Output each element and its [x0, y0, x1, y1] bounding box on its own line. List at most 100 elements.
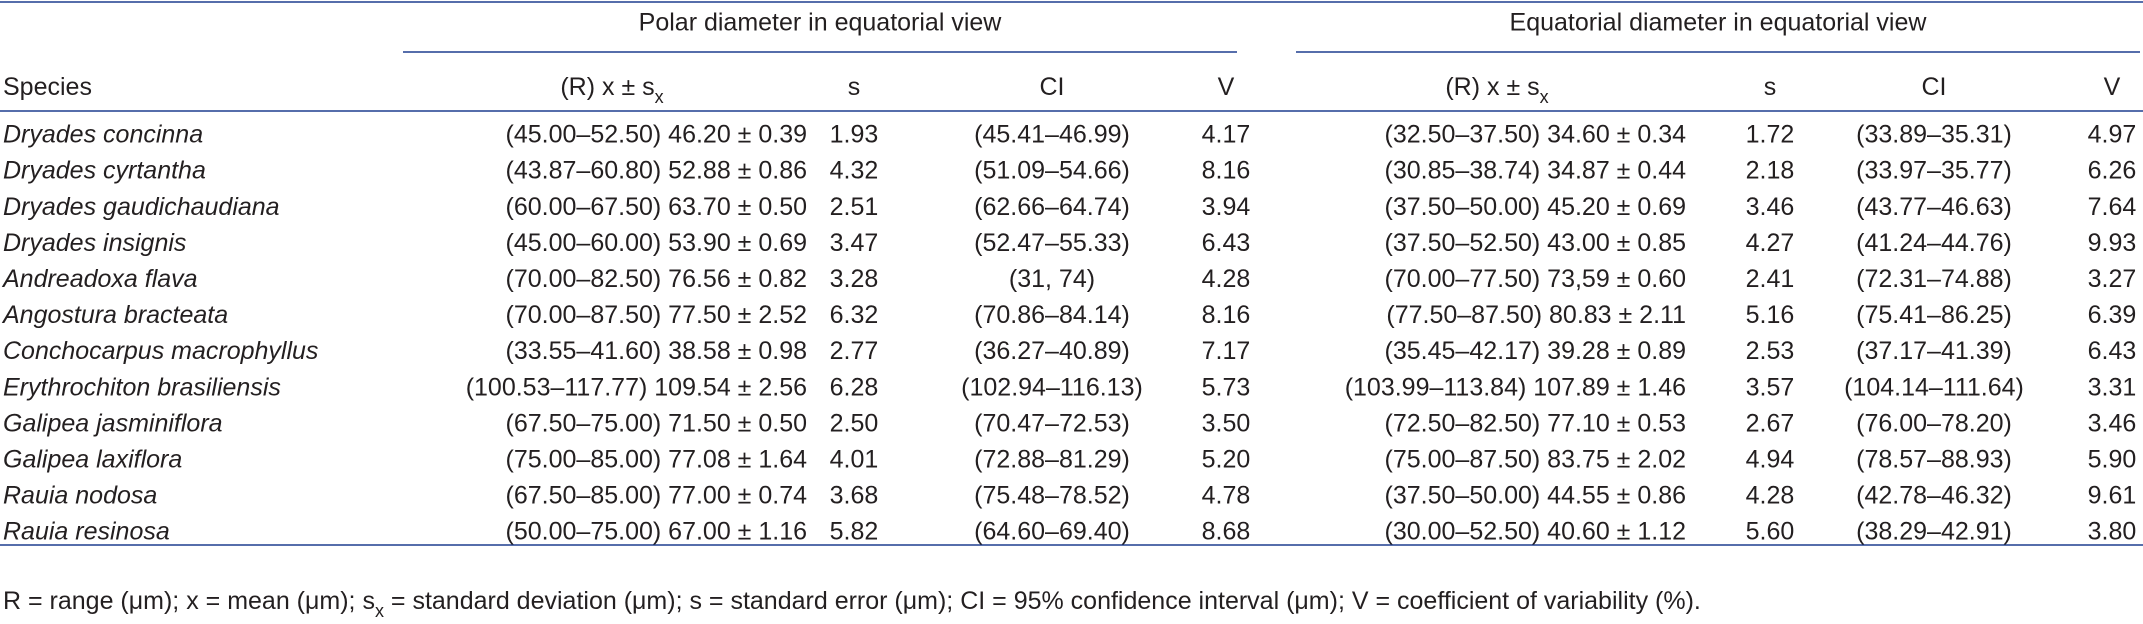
table-cell: 3.31 — [2088, 373, 2137, 401]
species-name: Rauia nodosa — [3, 482, 157, 510]
table-cell: 3.94 — [1202, 193, 1251, 221]
species-name: Erythrochiton brasiliensis — [3, 373, 281, 401]
table-cell: 3.68 — [830, 482, 879, 510]
table-cell: (38.29–42.91) — [1856, 518, 2012, 546]
table-cell: (35.45–42.17) 39.28 ± 0.89 — [1385, 337, 1686, 365]
table-cell: (75.00–85.00) 77.08 ± 1.64 — [506, 446, 808, 474]
column-header: CI — [1040, 73, 1065, 101]
table-cell: 4.78 — [1202, 482, 1251, 510]
table-cell: 6.39 — [2088, 301, 2137, 329]
table-cell: (102.94–116.13) — [961, 373, 1143, 401]
table-cell: 3.46 — [2088, 409, 2137, 437]
table-cell: 4.17 — [1202, 121, 1251, 149]
table-cell: 5.16 — [1746, 301, 1795, 329]
table-cell: 7.17 — [1202, 337, 1251, 365]
table-cell: 2.18 — [1746, 157, 1795, 185]
table-cell: (103.99–113.84) 107.89 ± 1.46 — [1345, 373, 1686, 401]
table-cell: 6.43 — [2088, 337, 2137, 365]
table-cell: (33.97–35.77) — [1856, 157, 2012, 185]
table-cell: 3.46 — [1746, 193, 1795, 221]
table-cell: 7.64 — [2088, 193, 2137, 221]
table-cell: (41.24–44.76) — [1856, 229, 2012, 257]
table-cell: (78.57–88.93) — [1856, 446, 2012, 474]
table-cell: (30.00–52.50) 40.60 ± 1.12 — [1385, 518, 1686, 546]
species-name: Dryades insignis — [3, 229, 186, 257]
table-cell: 2.51 — [830, 193, 879, 221]
table-cell: 4.94 — [1746, 446, 1795, 474]
table-cell: (72.88–81.29) — [974, 446, 1130, 474]
table-cell: (100.53–117.77) 109.54 ± 2.56 — [466, 373, 807, 401]
species-name: Andreadoxa flava — [1, 265, 198, 293]
group-header: Equatorial diameter in equatorial view — [1510, 9, 1928, 37]
table-cell: (43.77–46.63) — [1856, 193, 2012, 221]
table-cell: (75.41–86.25) — [1856, 301, 2012, 329]
table-cell: (36.27–40.89) — [974, 337, 1130, 365]
table-cell: (67.50–85.00) 77.00 ± 0.74 — [506, 482, 808, 510]
table-cell: (45.41–46.99) — [974, 121, 1130, 149]
table-cell: (70.00–87.50) 77.50 ± 2.52 — [506, 301, 807, 329]
table-cell: (60.00–67.50) 63.70 ± 0.50 — [506, 193, 807, 221]
table-cell: 9.61 — [2088, 482, 2137, 510]
table-cell: 2.50 — [830, 409, 879, 437]
table-cell: 2.41 — [1746, 265, 1795, 293]
table-cell: 8.16 — [1202, 157, 1251, 185]
column-header: V — [1218, 73, 1235, 101]
column-header-subscript: x — [655, 87, 664, 107]
table-cell: 1.93 — [830, 121, 879, 149]
table-cell: 9.93 — [2088, 229, 2137, 257]
table-cell: 4.28 — [1746, 482, 1795, 510]
table-cell: 8.16 — [1202, 301, 1251, 329]
table-cell: (37.17–41.39) — [1856, 337, 2012, 365]
table-cell: 3.50 — [1202, 409, 1251, 437]
table-cell: (76.00–78.20) — [1856, 409, 2012, 437]
column-header: (R) x ± sx — [1445, 73, 1548, 107]
table-cell: 6.28 — [830, 373, 879, 401]
species-name: Galipea laxiflora — [3, 446, 182, 474]
column-header-text: (R) x ± s — [560, 73, 654, 101]
table-cell: (75.00–87.50) 83.75 ± 2.02 — [1385, 446, 1686, 474]
table-cell: (70.47–72.53) — [974, 409, 1130, 437]
species-name: Dryades cyrtantha — [3, 157, 206, 185]
table-cell: (45.00–52.50) 46.20 ± 0.39 — [506, 121, 807, 149]
species-name: Rauia resinosa — [3, 518, 170, 546]
column-header: s — [848, 73, 861, 101]
table-cell: (30.85–38.74) 34.87 ± 0.44 — [1385, 157, 1687, 185]
table-cell: (50.00–75.00) 67.00 ± 1.16 — [506, 518, 807, 546]
column-header: CI — [1922, 73, 1947, 101]
table-cell: (72.50–82.50) 77.10 ± 0.53 — [1385, 409, 1686, 437]
table-cell: 4.28 — [1202, 265, 1251, 293]
table-cell: 2.67 — [1746, 409, 1795, 437]
table-cell: (33.89–35.31) — [1856, 121, 2012, 149]
column-header-text: s — [848, 73, 861, 101]
table-cell: (70.00–77.50) 73,59 ± 0.60 — [1385, 265, 1686, 293]
column-header: V — [2104, 73, 2121, 101]
table-cell: (64.60–69.40) — [974, 518, 1130, 546]
table-cell: (70.00–82.50) 76.56 ± 0.82 — [506, 265, 807, 293]
footnote-text: R = range (μm); x = mean (μm); s — [3, 587, 375, 615]
table-cell: 6.43 — [1202, 229, 1251, 257]
table-cell: (43.87–60.80) 52.88 ± 0.86 — [506, 157, 807, 185]
column-header-text: s — [1764, 73, 1777, 101]
table-cell: 4.97 — [2088, 121, 2137, 149]
table-cell: 6.26 — [2088, 157, 2137, 185]
species-name: Angostura bracteata — [1, 301, 228, 329]
table-cell: 5.73 — [1202, 373, 1251, 401]
table-cell: (62.66–64.74) — [974, 193, 1130, 221]
column-header-text: CI — [1922, 73, 1947, 101]
column-header: (R) x ± sx — [560, 73, 663, 107]
table-cell: (75.48–78.52) — [974, 482, 1130, 510]
table-cell: 5.60 — [1746, 518, 1795, 546]
table-cell: 1.72 — [1746, 121, 1795, 149]
column-header-text: V — [1218, 73, 1235, 101]
column-header-subscript: x — [1540, 87, 1549, 107]
table-cell: 3.47 — [830, 229, 879, 257]
table-cell: 5.82 — [830, 518, 879, 546]
column-header: s — [1764, 73, 1777, 101]
table-cell: 6.32 — [830, 301, 879, 329]
table-cell: (67.50–75.00) 71.50 ± 0.50 — [506, 409, 807, 437]
table-cell: 4.32 — [830, 157, 879, 185]
group-header: Polar diameter in equatorial view — [639, 9, 1003, 37]
table-cell: (77.50–87.50) 80.83 ± 2.11 — [1386, 301, 1686, 329]
table-cell: (52.47–55.33) — [974, 229, 1130, 257]
